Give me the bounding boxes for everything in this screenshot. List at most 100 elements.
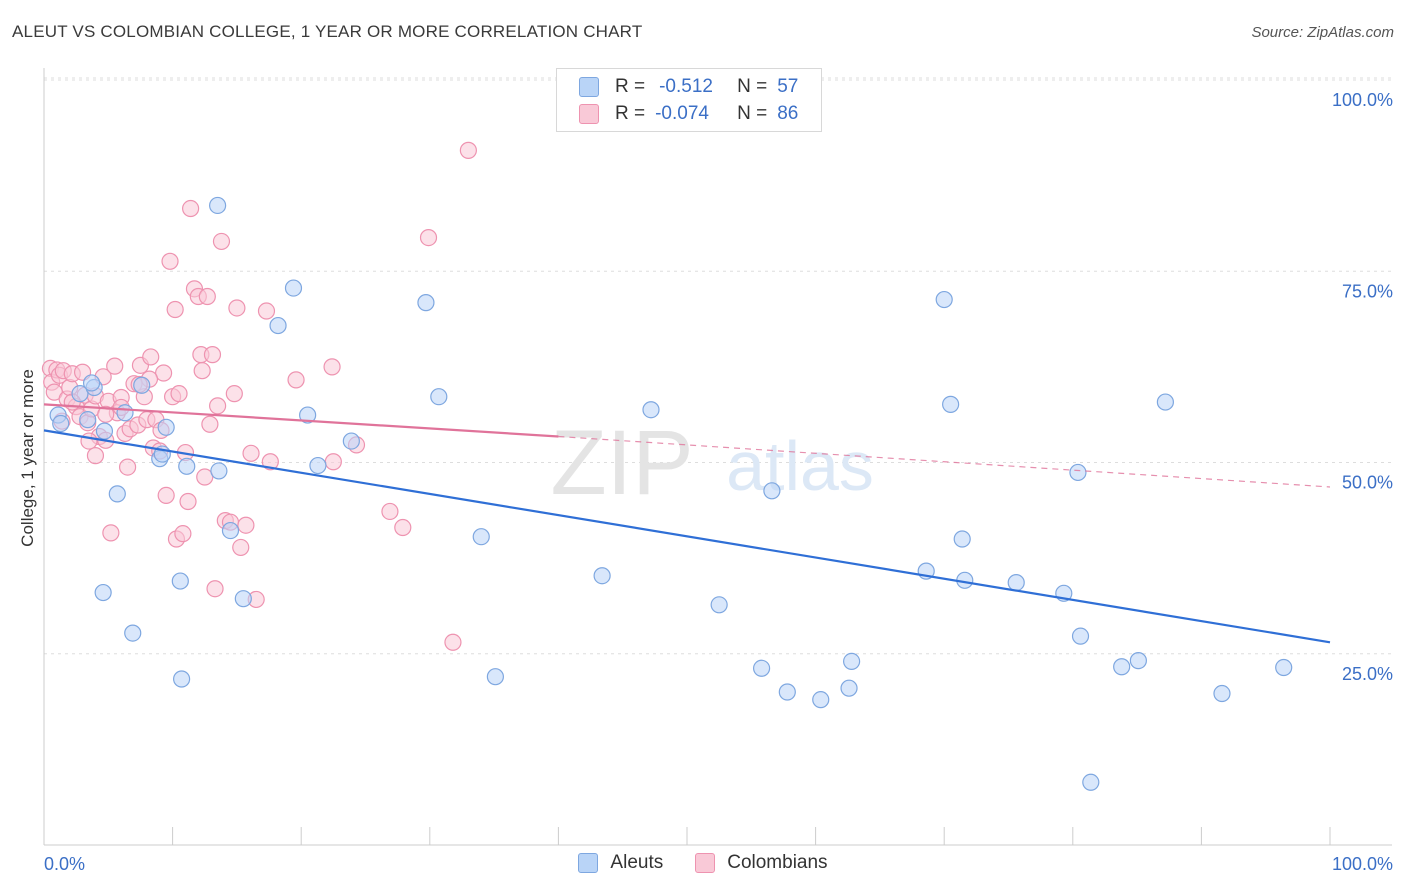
swatch-colombians	[579, 104, 599, 124]
data-point	[843, 652, 861, 671]
legend-swatch-aleuts	[578, 853, 599, 873]
legend-item-aleuts[interactable]: Aleuts	[578, 852, 663, 874]
data-point	[206, 580, 224, 598]
data-point	[198, 287, 216, 306]
data-point	[812, 691, 830, 709]
data-point	[284, 279, 303, 297]
data-point	[173, 670, 191, 688]
legend-label-aleuts: Aleuts	[610, 852, 664, 873]
trend-line-extension	[558, 435, 1331, 488]
data-point	[953, 530, 971, 548]
data-point	[86, 447, 105, 465]
data-point	[203, 346, 222, 364]
data-point	[234, 590, 252, 608]
data-point	[309, 456, 327, 475]
data-point	[299, 406, 317, 424]
data-point	[237, 516, 255, 534]
data-point	[269, 316, 287, 335]
data-point	[71, 385, 89, 403]
data-point	[486, 668, 504, 686]
data-point	[935, 290, 953, 309]
data-point	[124, 624, 142, 642]
legend-item-colombians[interactable]: Colombians	[695, 852, 828, 874]
n-label: N =	[737, 76, 768, 97]
data-point	[97, 405, 115, 423]
data-point	[257, 302, 276, 320]
data-point	[166, 300, 184, 319]
data-point	[1082, 773, 1100, 791]
data-point	[1071, 627, 1090, 645]
data-point	[133, 376, 151, 394]
data-point	[444, 633, 462, 651]
data-point	[1129, 652, 1147, 670]
data-point	[201, 415, 219, 433]
y-tick-label: 75.0%	[1342, 281, 1393, 301]
axes	[43, 68, 1392, 846]
data-point	[157, 418, 175, 436]
data-point	[95, 422, 114, 440]
r-label: R =	[615, 76, 646, 97]
x-tick-label: 100.0%	[1332, 854, 1393, 874]
data-point	[593, 567, 611, 585]
data-point	[459, 141, 477, 159]
y-tick-label: 50.0%	[1342, 473, 1393, 493]
r-value: -0.512	[659, 76, 713, 97]
data-point	[170, 385, 188, 403]
data-point	[642, 401, 660, 419]
data-point	[752, 659, 771, 677]
data-point	[193, 362, 211, 380]
data-point	[778, 683, 796, 701]
data-point	[1275, 658, 1293, 677]
trend-line	[43, 403, 559, 438]
trend-line	[43, 429, 1331, 644]
data-point	[228, 299, 246, 317]
data-point	[212, 232, 231, 251]
data-point	[261, 453, 279, 471]
series-legend: Aleuts Colombians	[0, 852, 1406, 874]
data-point	[232, 538, 250, 557]
data-point	[178, 457, 196, 475]
data-point	[472, 528, 490, 546]
y-tick-label: 25.0%	[1342, 664, 1393, 684]
data-point	[108, 485, 126, 503]
trend-lines	[43, 403, 1331, 644]
data-point	[1069, 463, 1087, 482]
chart-title: ALEUT VS COLOMBIAN COLLEGE, 1 YEAR OR MO…	[12, 22, 643, 41]
legend-label-colombians: Colombians	[727, 852, 828, 873]
r-label: R =	[615, 103, 646, 124]
swatch-aleuts	[579, 77, 599, 97]
x-tick-label: 0.0%	[44, 854, 85, 874]
data-point	[196, 468, 214, 486]
data-point	[242, 444, 260, 462]
data-point	[1007, 574, 1025, 592]
source-label: Source: ZipAtlas.com	[1251, 24, 1394, 41]
data-point	[154, 364, 173, 382]
data-point	[142, 348, 160, 366]
data-point	[106, 357, 124, 375]
data-point	[763, 482, 781, 500]
data-point	[174, 525, 192, 543]
watermark-atlas: atlas	[726, 427, 874, 505]
data-point	[1113, 658, 1131, 676]
n-value: 57	[777, 76, 799, 97]
data-point	[157, 486, 175, 504]
data-point	[209, 196, 227, 215]
data-point	[161, 252, 179, 270]
data-point	[1213, 684, 1231, 703]
tick-labels: 100.0% 75.0% 50.0% 25.0% 0.0% 100.0%	[44, 90, 1393, 874]
data-point	[94, 583, 112, 602]
watermark: ZIP atlas	[550, 412, 874, 514]
stats-legend-row-aleuts: R = -0.512 N = 57	[579, 75, 798, 99]
watermark-zip: ZIP	[550, 412, 693, 514]
data-point	[287, 371, 305, 389]
data-point	[710, 596, 728, 614]
gridlines	[44, 77, 1392, 655]
data-point	[342, 432, 360, 450]
data-point	[381, 502, 399, 521]
data-point	[80, 432, 98, 450]
y-tick-label: 100.0%	[1332, 90, 1393, 110]
data-point	[221, 521, 240, 540]
data-point	[417, 294, 435, 312]
r-value: -0.074	[655, 103, 709, 124]
